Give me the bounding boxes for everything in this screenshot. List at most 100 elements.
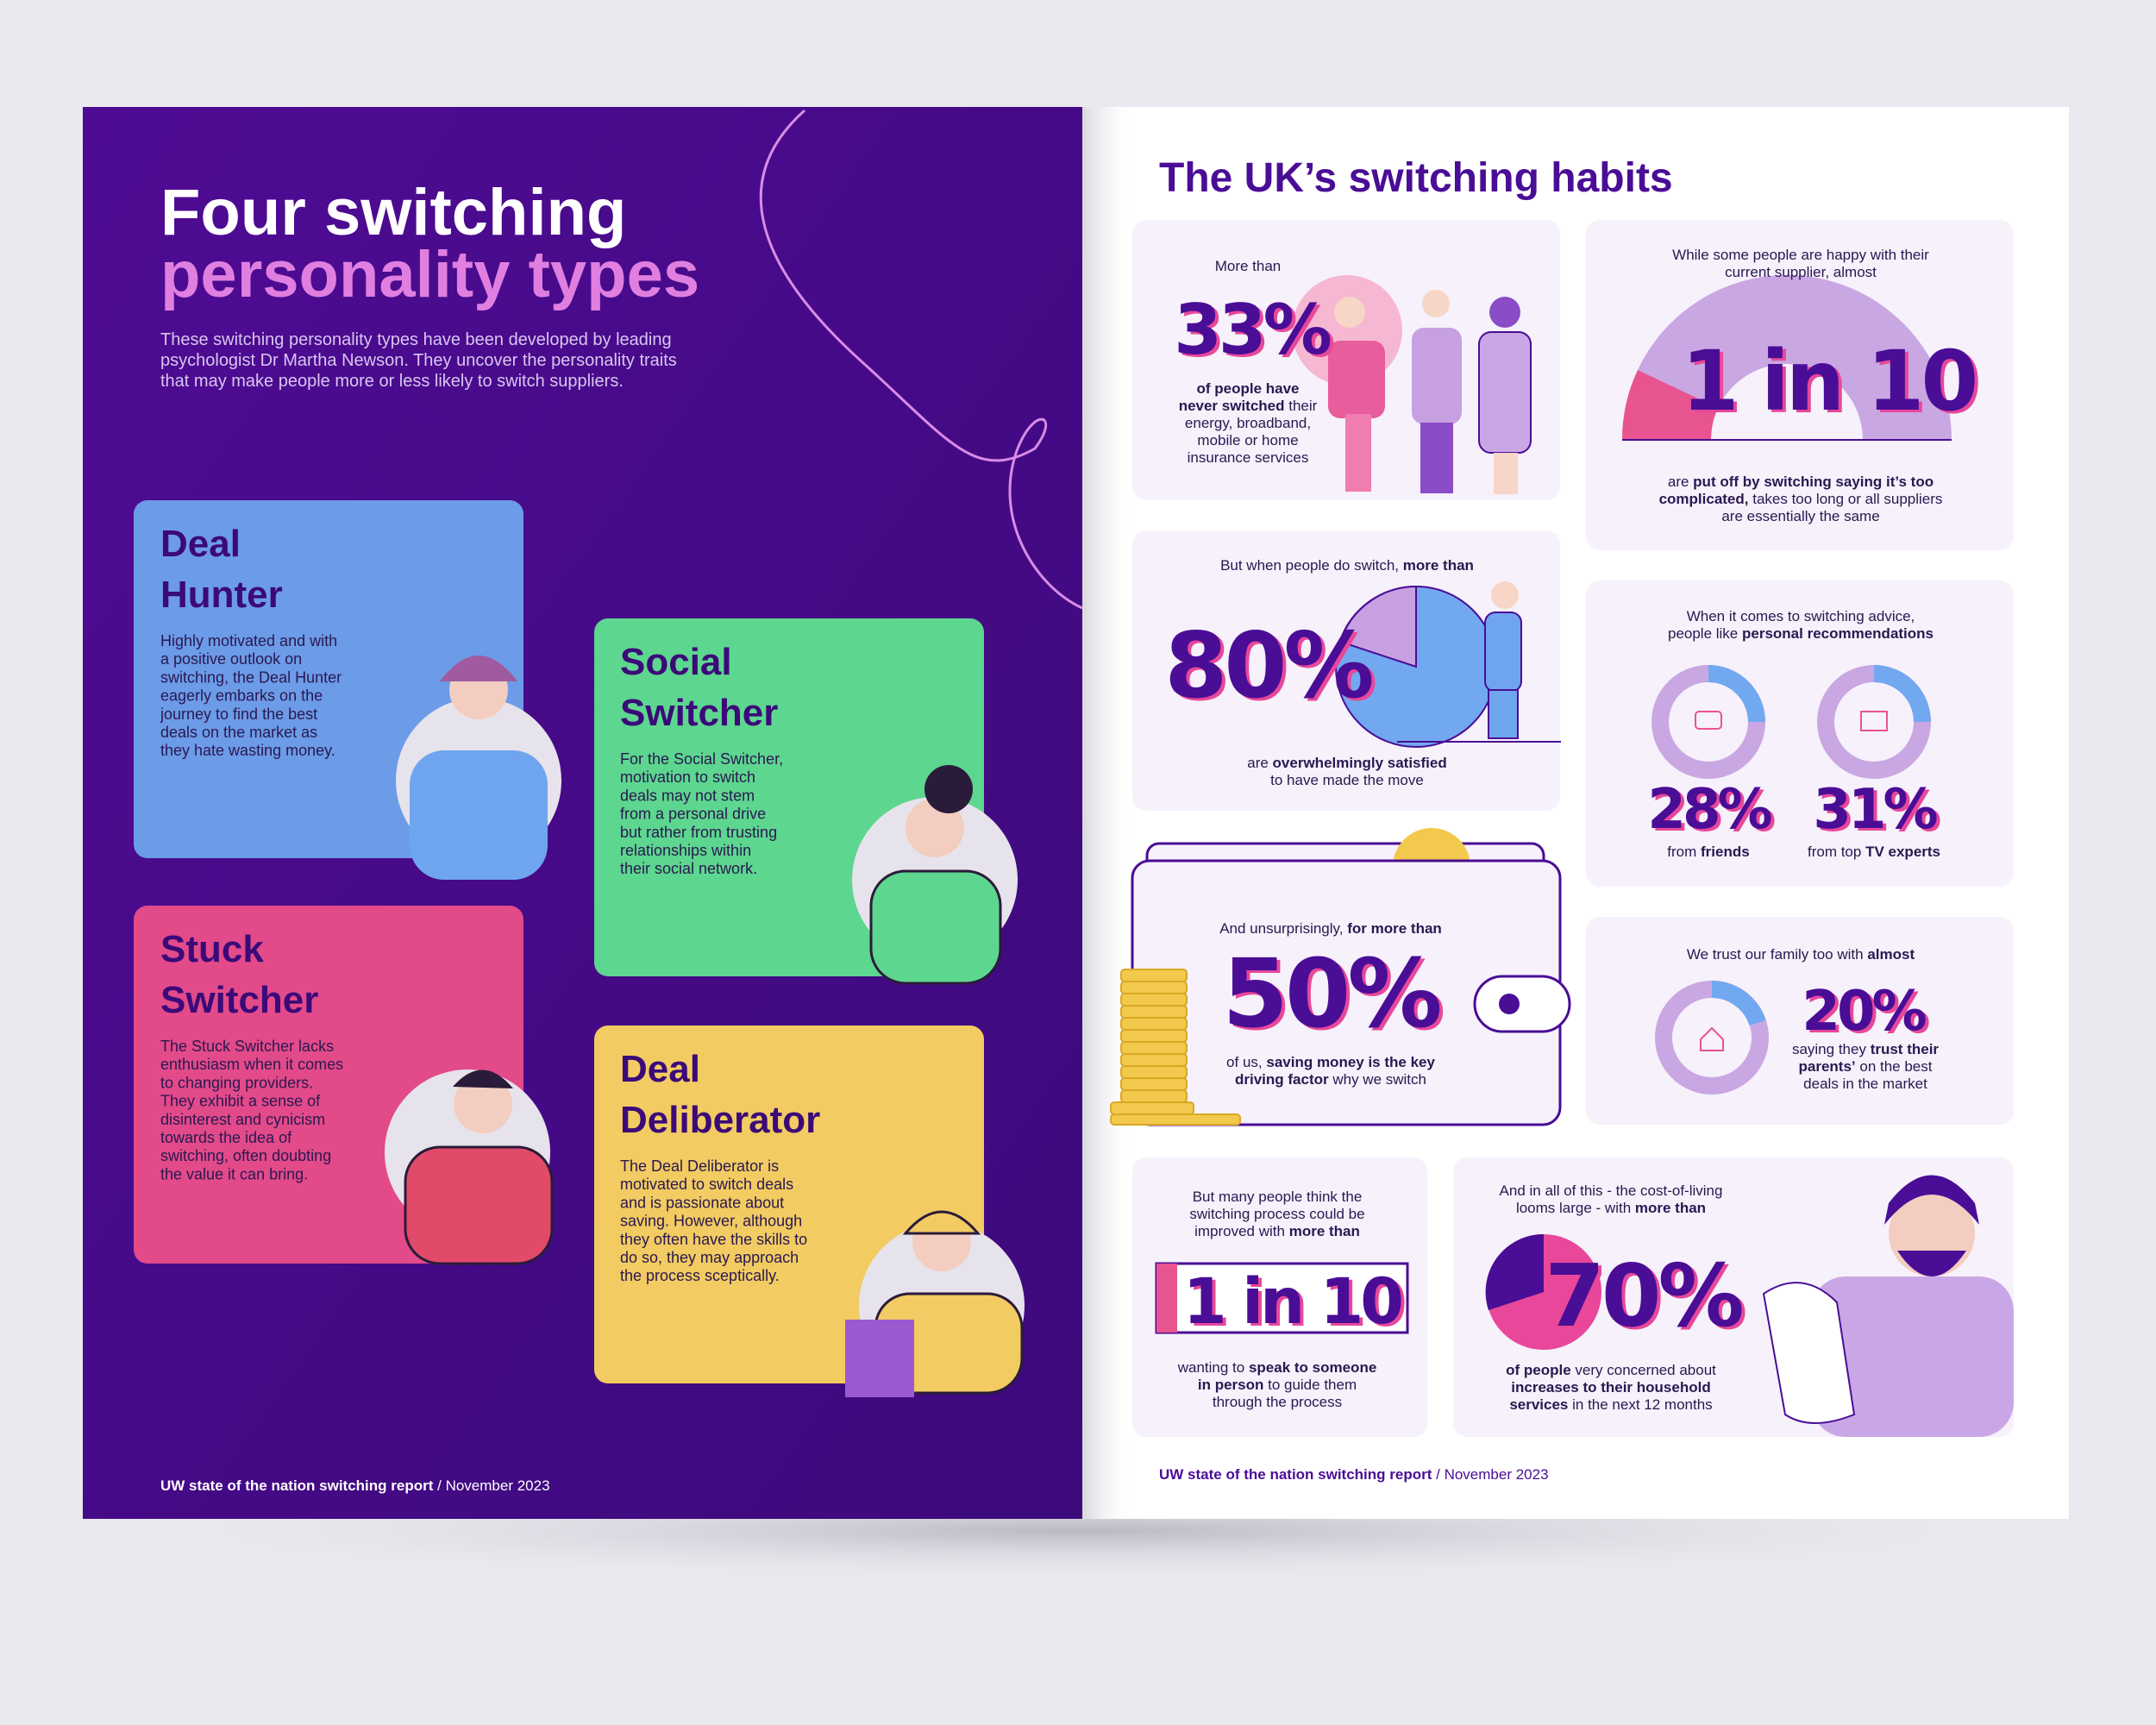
card-body: they often have the skills to <box>620 1231 807 1248</box>
text-span: saving money is the key <box>1266 1054 1435 1070</box>
text-span: of people have <box>1196 380 1299 397</box>
spine <box>1082 107 1134 1519</box>
text-span: When it comes to switching advice, <box>1687 608 1915 624</box>
card-body: towards the idea of <box>160 1129 292 1146</box>
card-text: to have made the move <box>1270 772 1424 788</box>
text-span: from top <box>1808 844 1865 860</box>
card-art <box>1110 275 2014 1437</box>
card-body: motivation to switch <box>620 768 755 786</box>
text-span: takes too long or all suppliers <box>1749 491 1943 507</box>
card-text: saying they trust their <box>1792 1041 1939 1057</box>
card-text: But when people do switch, more than <box>1220 557 1474 574</box>
card-text: are overwhelmingly satisfied <box>1247 755 1446 771</box>
card-body: switching, the Deal Hunter <box>160 668 342 686</box>
card-body: do so, they may approach <box>620 1249 799 1266</box>
stat: 80% <box>1164 613 1371 718</box>
text-span: their <box>1285 398 1318 414</box>
card-text: But many people think the <box>1193 1189 1363 1205</box>
card-text: When it comes to switching advice, <box>1687 608 1915 624</box>
card-text: improved with more than <box>1194 1223 1360 1239</box>
card-body: the process sceptically. <box>620 1267 780 1284</box>
card-text: people like personal recommendations <box>1668 625 1934 642</box>
stat: 1 in 10 <box>1183 1265 1401 1339</box>
text-span: in person <box>1198 1377 1264 1393</box>
text-span: But when people do switch, <box>1220 557 1403 574</box>
card-text: parents’ on the best <box>1799 1058 1933 1075</box>
card-text: looms large - with more than <box>1516 1200 1706 1216</box>
card-body: motivated to switch deals <box>620 1176 793 1193</box>
text-span: from <box>1667 844 1701 860</box>
text-span: switching process could be <box>1189 1206 1364 1222</box>
text-span: people like <box>1668 625 1742 642</box>
text-span: saying they <box>1792 1041 1871 1057</box>
intro: that may make people more or less likely… <box>160 372 624 391</box>
card-text: While some people are happy with their <box>1672 247 1929 263</box>
text-span: UW state of the nation switching report <box>160 1477 434 1494</box>
card-text: insurance services <box>1188 449 1309 466</box>
card-text: through the process <box>1213 1394 1342 1410</box>
text-span: for more than <box>1347 920 1442 937</box>
card-text: deals in the market <box>1803 1076 1927 1092</box>
card-body: eagerly embarks on the <box>160 687 323 705</box>
card-text: in person to guide them <box>1198 1377 1357 1393</box>
text-span: are essentially the same <box>1721 508 1879 524</box>
text-span: insurance services <box>1188 449 1309 466</box>
card-body: They exhibit a sense of <box>160 1093 321 1110</box>
title: Four switching <box>160 176 626 249</box>
card-title: Social <box>620 641 732 683</box>
card-body: but rather from trusting <box>620 824 777 841</box>
card-body: deals may not stem <box>620 787 755 804</box>
title: The UK’s switching habits <box>1159 155 1673 201</box>
card-body: the value it can bring. <box>160 1165 308 1182</box>
card-text: And in all of this - the cost-of-living <box>1500 1182 1723 1199</box>
card-text: energy, broadband, <box>1185 415 1311 431</box>
text-span: UW state of the nation switching report <box>1159 1466 1432 1483</box>
card-body: deals on the market as <box>160 724 317 741</box>
card-title: Switcher <box>160 979 318 1021</box>
text-span: of us, <box>1226 1054 1266 1070</box>
card-text: switching process could be <box>1189 1206 1364 1222</box>
text-span: more than <box>1403 557 1474 574</box>
card-body: Highly motivated and with <box>160 632 337 649</box>
intro: psychologist Dr Martha Newson. They unco… <box>160 351 677 370</box>
text-span: TV experts <box>1865 844 1940 860</box>
card-body: For the Social Switcher, <box>620 750 783 768</box>
text-span: speak to someone <box>1249 1359 1376 1376</box>
card-text: never switched their <box>1179 398 1318 414</box>
text-span: And in all of this - the cost-of-living <box>1500 1182 1723 1199</box>
text-span: why we switch <box>1329 1071 1426 1088</box>
text-span: parents’ <box>1799 1058 1856 1075</box>
text-span: almost <box>1867 946 1915 963</box>
card-body: from a personal drive <box>620 806 766 823</box>
card-body: relationships within <box>620 842 751 859</box>
card-body: journey to find the best <box>160 706 317 723</box>
text-span: While some people are happy with their <box>1672 247 1929 263</box>
text-span: on the best <box>1856 1058 1933 1075</box>
card-text: current supplier, almost <box>1725 264 1877 280</box>
card-title: Hunter <box>160 574 283 616</box>
card-body: saving. However, although <box>620 1213 802 1230</box>
stat: 70% <box>1545 1245 1742 1346</box>
text-span: services <box>1509 1396 1568 1413</box>
card-text: mobile or home <box>1197 432 1298 448</box>
text-span: energy, broadband, <box>1185 415 1311 431</box>
text-span: more than <box>1635 1200 1706 1216</box>
title: personality types <box>160 238 699 311</box>
text-span: personal recommendations <box>1742 625 1934 642</box>
card-body: The Stuck Switcher lacks <box>160 1038 334 1055</box>
text-span: / November 2023 <box>433 1477 549 1494</box>
stat: 50% <box>1222 938 1439 1049</box>
text-span: We trust our family too with <box>1687 946 1867 963</box>
text-span: wanting to <box>1177 1359 1249 1376</box>
card-text: increases to their household <box>1511 1379 1710 1396</box>
text-span: are <box>1247 755 1272 771</box>
text-span: driving factor <box>1235 1071 1329 1088</box>
card-title: Stuck <box>160 928 264 970</box>
decor-curve <box>759 109 1083 610</box>
card-text: are essentially the same <box>1721 508 1879 524</box>
text-span: deals in the market <box>1803 1076 1927 1092</box>
text-span: trust their <box>1871 1041 1940 1057</box>
card-title: Switcher <box>620 692 778 734</box>
